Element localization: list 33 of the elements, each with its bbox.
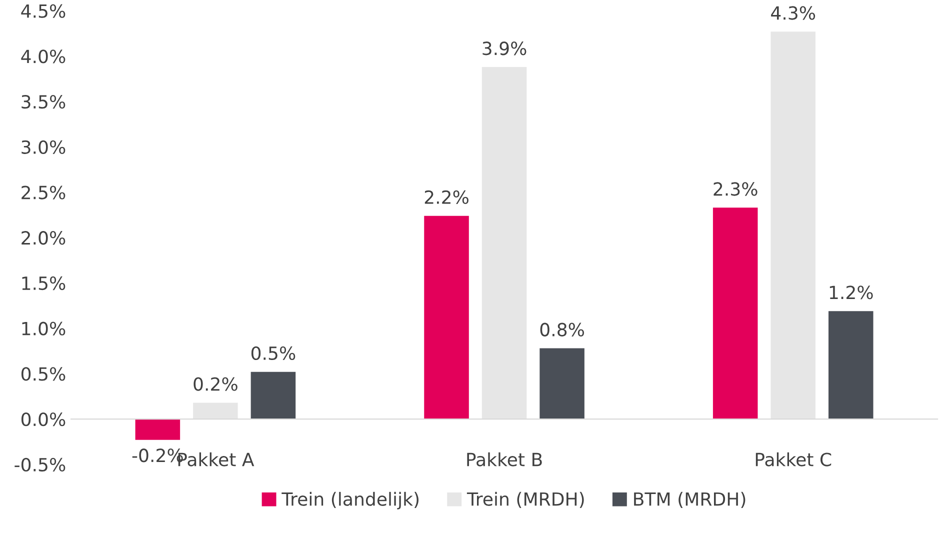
bar <box>712 208 758 420</box>
x-tick-label: Pakket B <box>467 452 542 466</box>
bar <box>482 67 527 420</box>
data-label: 2.3% <box>714 182 758 196</box>
y-tick-label: 4.0% <box>21 50 66 64</box>
bar <box>135 419 180 440</box>
y-tick-label: -0.5% <box>14 458 66 472</box>
y-tick-label: 1.0% <box>22 322 66 336</box>
data-label: 0.5% <box>251 346 296 360</box>
bar <box>250 372 296 420</box>
bar <box>193 402 238 420</box>
y-tick-label: 2.5% <box>22 186 66 200</box>
x-tick-label: Pakket C <box>756 452 832 466</box>
data-label: 2.2% <box>424 190 468 204</box>
data-label: 3.9% <box>482 42 526 56</box>
y-tick-label: 0.5% <box>21 367 66 381</box>
bar <box>828 311 874 420</box>
legend-label: BTM (MRDH) <box>634 492 746 508</box>
bar <box>540 348 584 420</box>
y-tick-label: 1.5% <box>22 276 66 290</box>
data-label: 1.2% <box>830 286 873 300</box>
y-tick-label: 0.0% <box>21 412 66 426</box>
data-label: 0.8% <box>540 322 584 336</box>
legend-label: Trein (MRDH) <box>466 492 584 508</box>
legend-label: Trein (landelijk) <box>282 492 418 510</box>
y-tick-label: 3.0% <box>22 140 66 154</box>
data-label: 0.2% <box>194 377 238 391</box>
y-tick-label: 3.5% <box>22 94 66 109</box>
bar <box>424 216 469 420</box>
y-tick-label: 2.0% <box>22 231 66 245</box>
y-tick-label: 4.5% <box>21 4 66 18</box>
data-label: 4.3% <box>771 6 816 20</box>
bar <box>770 32 816 420</box>
